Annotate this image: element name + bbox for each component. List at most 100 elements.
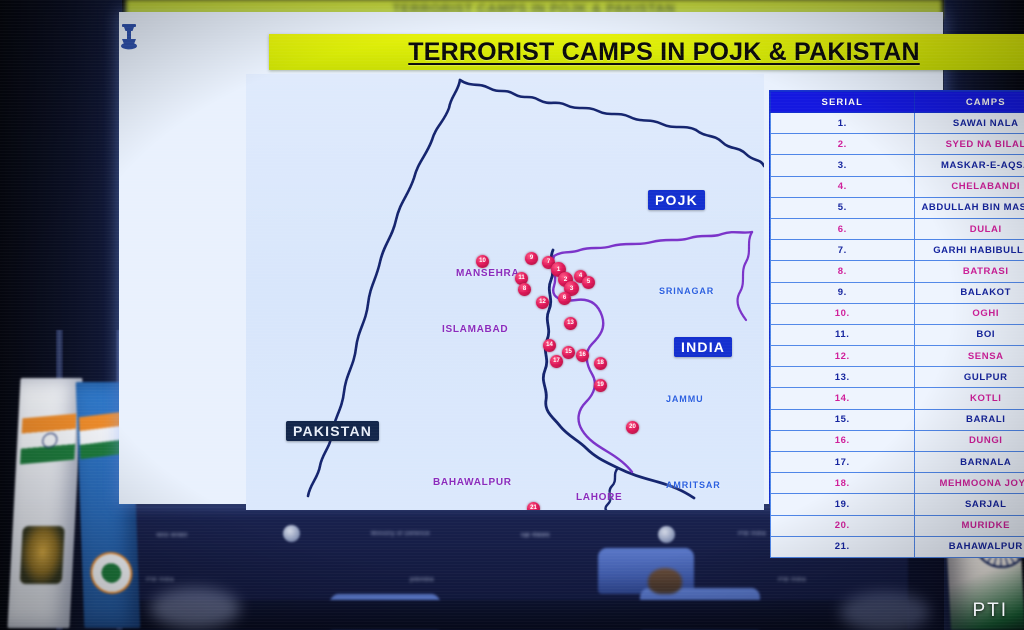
table-row: 3. MASKAR-E-AQSA <box>770 154 1024 177</box>
cell-serial: 14. <box>770 387 915 410</box>
table-row: 2. SYED NA BILAL <box>770 133 1024 156</box>
table-row: 1. SAWAI NALA <box>770 111 1024 135</box>
camp-marker-9: 9 <box>525 252 538 265</box>
cell-camp-name: BARNALA <box>913 450 1024 474</box>
cell-camp-name: GARHI HABIBULLAH <box>913 239 1024 262</box>
cell-camp-name: SAWAI NALA <box>913 111 1024 135</box>
cell-serial: 10. <box>770 302 915 325</box>
cell-camp-name: MASKAR-E-AQSA <box>913 154 1024 177</box>
table-row: 9. BALAKOT <box>770 281 1024 304</box>
cell-serial: 1. <box>770 111 915 135</box>
presentation-slide: TERRORIST CAMPS IN POJK & PAKISTAN MANSE… <box>118 12 1024 558</box>
camp-marker-16: 16 <box>576 349 589 362</box>
stage-desk <box>118 600 908 630</box>
central-border-path <box>541 248 696 500</box>
cell-camp-name: ABDULLAH BIN MASOOD <box>913 196 1024 219</box>
iaf-roundel-icon <box>89 552 134 594</box>
table-row: 21. BAHAWALPUR <box>770 535 1024 558</box>
cell-serial: 17. <box>770 450 915 474</box>
cell-camp-name: BATRASI <box>913 260 1024 283</box>
tricolour-canton-icon <box>20 413 77 465</box>
seated-person-silhouette <box>648 568 682 594</box>
cell-camp-name: SENSA <box>913 345 1024 368</box>
table-row: 5.ABDULLAH BIN MASOOD <box>770 196 1024 219</box>
stage-handle-1: PIB India <box>146 577 174 583</box>
cell-camp-name: DUNGI <box>913 429 1024 453</box>
cell-camp-name: CHELABANDI <box>913 175 1024 198</box>
cell-serial: 12. <box>770 345 915 368</box>
camp-marker-21: 21 <box>527 502 540 510</box>
stage-handle-4: PIB India <box>778 577 806 583</box>
cell-serial: 5. <box>770 196 915 219</box>
cell-camp-name: SYED NA BILAL <box>913 133 1024 156</box>
table-row: 6. DULAI <box>770 217 1024 241</box>
ashoka-chakra-icon <box>41 432 58 449</box>
camp-marker-8: 8 <box>518 283 531 296</box>
column-header-camps: CAMPS <box>913 91 1024 113</box>
cell-serial: 20. <box>770 514 915 537</box>
table-row: 11. BOI <box>770 323 1024 347</box>
cell-serial: 11. <box>770 323 915 347</box>
table-row: 8. BATRASI <box>770 260 1024 283</box>
column-header-serial: SERIAL <box>770 91 915 113</box>
cell-serial: 3. <box>770 154 915 177</box>
cell-serial: 9. <box>770 281 915 304</box>
north-border-path <box>458 78 698 132</box>
table-row: 4. CHELABANDI <box>770 175 1024 198</box>
camp-marker-17: 17 <box>550 355 563 368</box>
slide-title-band: TERRORIST CAMPS IN POJK & PAKISTAN <box>269 34 1024 70</box>
foreground-blur-1 <box>150 588 240 628</box>
table-row: 7.GARHI HABIBULLAH <box>770 239 1024 262</box>
cell-serial: 8. <box>770 260 915 283</box>
cell-serial: 6. <box>770 217 915 241</box>
cell-camp-name: BOI <box>913 323 1024 347</box>
navy-crest-icon <box>19 526 65 584</box>
cell-serial: 19. <box>770 493 915 516</box>
camps-table: SERIAL CAMPS 1. SAWAI NALA 2. SYED NA BILAL… <box>769 90 1024 558</box>
camp-marker-14: 14 <box>543 339 556 352</box>
cell-serial: 16. <box>770 429 915 453</box>
table-row: 12. SENSA <box>770 345 1024 368</box>
indian-navy-ensign-flag <box>7 378 83 628</box>
slide-title: TERRORIST CAMPS IN POJK & PAKISTAN <box>408 37 920 66</box>
cell-camp-name: BALAKOT <box>913 281 1024 304</box>
cell-serial: 15. <box>770 408 915 431</box>
cell-serial: 13. <box>770 366 915 389</box>
stage-branding-text-2: Ministry of Defence <box>371 531 430 537</box>
camp-marker-18: 18 <box>594 357 607 370</box>
international-border-path <box>306 78 462 498</box>
table-row: 16. DUNGI <box>770 429 1024 453</box>
cell-camp-name: BAHAWALPUR <box>913 535 1024 558</box>
table-row: 13. GULPUR <box>770 366 1024 389</box>
stage-emblem-icon <box>283 525 300 542</box>
table-row: 19. SARJAL <box>770 493 1024 516</box>
cell-serial: 21. <box>770 535 915 558</box>
map-panel: MANSEHRA ISLAMABAD BAHAWALPUR LAHORE SRI… <box>246 74 764 510</box>
cell-camp-name: GULPUR <box>913 366 1024 389</box>
cell-camp-name: MURIDKE <box>913 514 1024 537</box>
foreground-blur-3 <box>840 592 930 630</box>
table-row: 18. MEHMOONA JOYA <box>770 472 1024 495</box>
camp-marker-5: 5 <box>582 276 595 289</box>
national-emblem-icon <box>118 22 140 56</box>
camp-marker-19: 19 <box>594 379 607 392</box>
stage-branding-text-3: रक्षा मंत्रालय <box>521 533 550 539</box>
cell-camp-name: DULAI <box>913 217 1024 241</box>
pti-watermark: PTI <box>972 600 1008 621</box>
camp-marker-12: 12 <box>536 296 549 309</box>
table-row: 10. OGHI <box>770 302 1024 325</box>
cell-camp-name: OGHI <box>913 302 1024 325</box>
cell-camp-name: BARALI <box>913 408 1024 431</box>
cell-serial: 2. <box>770 133 915 156</box>
stage-branding-text-1: भारत सरकार <box>156 533 188 539</box>
camp-marker-11: 11 <box>515 272 528 285</box>
stage-branding-text-4: PIB India <box>738 531 766 537</box>
north-east-border-path <box>694 128 764 168</box>
table-row: 15. BARALI <box>770 408 1024 431</box>
camps-table-body: 1. SAWAI NALA 2. SYED NA BILAL 3. MASKAR-E-AQ… <box>770 111 1024 558</box>
cell-serial: 18. <box>770 472 915 495</box>
cell-serial: 7. <box>770 239 915 262</box>
camp-marker-10: 10 <box>476 255 489 268</box>
cell-serial: 4. <box>770 175 915 198</box>
table-row: 17. BARNALA <box>770 450 1024 474</box>
